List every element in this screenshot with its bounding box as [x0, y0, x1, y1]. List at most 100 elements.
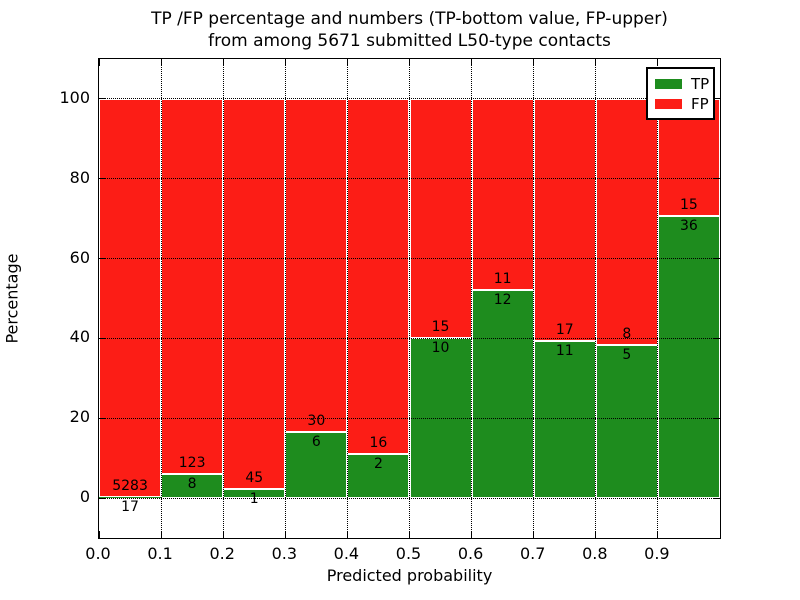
tp-bar-segment: [533, 341, 596, 499]
tp-bar-segment: [99, 496, 162, 499]
x-tick-bottom: [98, 531, 100, 538]
fp-count-label: 123: [178, 454, 206, 471]
tp-count-label: 36: [680, 218, 698, 235]
x-tick-label: 0.0: [85, 544, 111, 563]
fp-bar-segment: [161, 98, 224, 474]
horizontal-gridline: [99, 98, 720, 100]
tp-count-label: 11: [555, 343, 574, 360]
vertical-gridline: [657, 59, 659, 538]
fp-bar-segment: [285, 98, 348, 432]
x-tick-bottom: [346, 531, 348, 538]
horizontal-gridline: [99, 178, 720, 180]
x-tick-label: 0.3: [271, 544, 298, 563]
x-tick-top: [409, 59, 410, 66]
y-tick-label: 100: [59, 87, 90, 107]
fp-bar-segment: [347, 98, 410, 454]
y-tick-right: [713, 178, 720, 180]
y-tick-right: [713, 98, 720, 100]
y-tick-left: [99, 417, 106, 419]
horizontal-gridline: [99, 258, 720, 260]
x-tick-label: 0.9: [644, 544, 670, 563]
x-tick-bottom: [595, 531, 597, 538]
tp-bar-segment: [595, 344, 658, 499]
vertical-gridline: [533, 59, 535, 538]
chart-title-line2: from among 5671 submitted L50-type conta…: [208, 31, 611, 51]
tp-bar-segment: [657, 216, 720, 499]
tp-count-label: 17: [121, 498, 139, 515]
fp-bar-segment: [595, 98, 658, 345]
vertical-gridline: [284, 59, 286, 538]
tp-count-label: 6: [311, 433, 321, 450]
y-tick-label: 40: [69, 327, 90, 347]
x-tick-label: 0.8: [582, 544, 608, 563]
horizontal-gridline: [99, 497, 720, 499]
x-tick-bottom: [533, 531, 535, 538]
x-tick-label: 0.4: [333, 544, 360, 563]
tp-count-label: 10: [431, 340, 450, 357]
tp-count-label: 8: [187, 475, 197, 492]
vertical-gridline: [222, 59, 224, 538]
fp-count-label: 11: [493, 270, 512, 287]
x-tick-top: [346, 59, 348, 66]
tp-count-label: 12: [493, 291, 512, 308]
fp-count-label: 15: [431, 319, 450, 336]
y-tick-label: 0: [79, 487, 90, 507]
x-tick-bottom: [160, 531, 162, 538]
vertical-gridline: [595, 59, 597, 538]
plot-area: TP FP 5283 17 123 8 45 1 30 6 16 2 15 10 11 12 17 11 8 5 1…: [98, 58, 721, 539]
tp-bar-segment: [347, 453, 410, 499]
x-tick-label: 0.1: [147, 544, 173, 563]
x-tick-label: 0.5: [395, 544, 422, 563]
x-tick-top: [160, 59, 162, 66]
fp-bar-segment: [409, 98, 472, 339]
y-tick-label: 60: [69, 247, 90, 267]
tp-legend-swatch-icon: [655, 79, 682, 89]
fp-count-label: 8: [622, 325, 632, 342]
legend-label-tp: TP: [691, 75, 710, 93]
fp-bar-segment: [99, 98, 162, 497]
x-tick-label: 0.7: [519, 544, 546, 563]
tp-count-label: 5: [622, 346, 632, 363]
fp-count-label: 45: [245, 470, 264, 487]
x-tick-bottom: [409, 531, 410, 538]
tp-bar-segment: [285, 431, 348, 499]
x-tick-label: 0.2: [209, 544, 235, 563]
x-tick-top: [595, 59, 597, 66]
x-axis-label: Predicted probability: [326, 566, 493, 585]
y-tick-left: [99, 258, 106, 260]
vertical-gridline: [471, 59, 473, 538]
y-tick-left: [99, 178, 106, 180]
y-tick-label: 80: [69, 167, 90, 187]
y-tick-left: [99, 98, 106, 100]
tp-bar-segment: [471, 289, 534, 499]
vertical-gridline: [346, 59, 348, 538]
horizontal-gridline: [99, 337, 720, 339]
y-tick-right: [713, 417, 720, 419]
x-tick-bottom: [284, 531, 286, 538]
legend-item-fp: FP: [655, 94, 709, 114]
x-tick-top: [657, 59, 659, 66]
y-tick-right: [713, 497, 720, 499]
legend-item-tp: TP: [655, 74, 710, 94]
y-tick-left: [99, 337, 106, 339]
horizontal-gridline: [99, 417, 720, 419]
y-tick-left: [99, 497, 106, 499]
legend-label-fp: FP: [691, 95, 709, 113]
fp-count-label: 17: [555, 322, 574, 339]
vertical-gridline: [409, 59, 410, 538]
x-tick-bottom: [222, 531, 224, 538]
chart-title-line1: TP /FP percentage and numbers (TP-bottom…: [151, 9, 668, 29]
y-tick-right: [713, 337, 720, 339]
fp-bar-segment: [471, 98, 534, 290]
tp-bar-segment: [161, 473, 224, 499]
fp-count-label: 16: [369, 434, 388, 451]
fp-legend-swatch-icon: [655, 99, 682, 109]
fp-count-label: 15: [680, 197, 698, 214]
x-tick-top: [533, 59, 535, 66]
fp-count-label: 5283: [112, 477, 148, 494]
x-tick-label: 0.6: [457, 544, 484, 563]
vertical-gridline: [160, 59, 162, 538]
x-tick-top: [284, 59, 286, 66]
x-tick-top: [471, 59, 473, 66]
